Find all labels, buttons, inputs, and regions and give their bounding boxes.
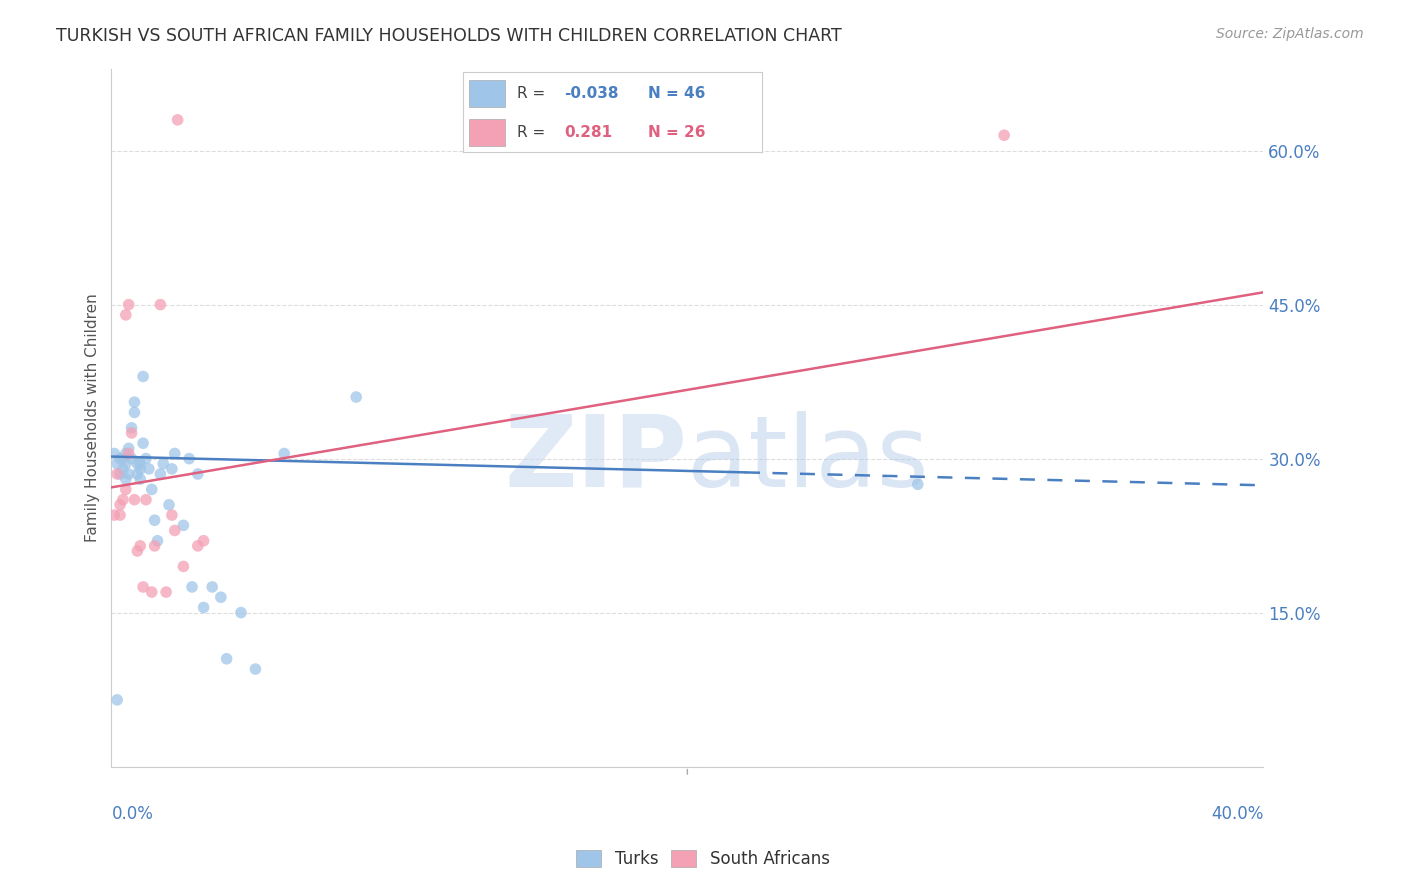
Point: [163, 524, 186, 538]
Point: [209, 591, 232, 605]
Point: [114, 483, 136, 497]
Point: [124, 395, 146, 409]
Point: [160, 462, 183, 476]
Point: [907, 477, 929, 491]
Point: [993, 128, 1015, 143]
Point: [127, 544, 149, 558]
Point: [114, 472, 136, 486]
Point: [187, 539, 209, 553]
Point: [215, 652, 238, 666]
Point: [108, 508, 131, 522]
Point: [187, 467, 209, 481]
Point: [245, 662, 267, 676]
Point: [111, 492, 134, 507]
Point: [127, 457, 149, 471]
Point: [166, 112, 188, 127]
Point: [138, 462, 160, 476]
Point: [127, 467, 149, 481]
Point: [193, 533, 215, 548]
Point: [108, 498, 131, 512]
Point: [121, 425, 143, 440]
Point: [111, 462, 134, 476]
Point: [129, 472, 152, 486]
Point: [129, 539, 152, 553]
Legend: Turks, South Africans: Turks, South Africans: [569, 843, 837, 875]
Point: [193, 600, 215, 615]
Point: [124, 405, 146, 419]
Point: [114, 308, 136, 322]
Point: [132, 580, 155, 594]
Point: [135, 451, 157, 466]
Point: [114, 446, 136, 460]
Point: [135, 492, 157, 507]
Point: [121, 421, 143, 435]
Y-axis label: Family Households with Children: Family Households with Children: [86, 293, 100, 542]
Point: [105, 467, 128, 481]
Point: [155, 585, 177, 599]
Point: [103, 508, 125, 522]
Point: [105, 457, 128, 471]
Point: [172, 518, 194, 533]
Point: [273, 446, 295, 460]
Point: [149, 298, 172, 312]
Text: Source: ZipAtlas.com: Source: ZipAtlas.com: [1216, 27, 1364, 41]
Point: [146, 533, 169, 548]
Point: [143, 539, 166, 553]
Point: [181, 580, 204, 594]
Text: 0.0%: 0.0%: [111, 805, 153, 823]
Point: [105, 693, 128, 707]
Point: [129, 462, 152, 476]
Point: [118, 298, 141, 312]
Point: [344, 390, 367, 404]
Text: TURKISH VS SOUTH AFRICAN FAMILY HOUSEHOLDS WITH CHILDREN CORRELATION CHART: TURKISH VS SOUTH AFRICAN FAMILY HOUSEHOL…: [56, 27, 842, 45]
Point: [103, 446, 125, 460]
Point: [108, 451, 131, 466]
Point: [132, 436, 155, 450]
Point: [143, 513, 166, 527]
Point: [118, 446, 141, 460]
Point: [163, 446, 186, 460]
Text: atlas: atlas: [688, 411, 929, 508]
Point: [229, 606, 252, 620]
Point: [118, 442, 141, 456]
Point: [129, 457, 152, 471]
Text: ZIP: ZIP: [505, 411, 688, 508]
Point: [172, 559, 194, 574]
Point: [157, 498, 180, 512]
Point: [111, 451, 134, 466]
Point: [141, 585, 163, 599]
Point: [179, 451, 201, 466]
Point: [121, 451, 143, 466]
Point: [108, 467, 131, 481]
Point: [149, 467, 172, 481]
Point: [152, 457, 174, 471]
Point: [132, 369, 155, 384]
Point: [118, 467, 141, 481]
Point: [160, 508, 183, 522]
Text: 40.0%: 40.0%: [1211, 805, 1264, 823]
Point: [114, 457, 136, 471]
Point: [124, 492, 146, 507]
Point: [141, 483, 163, 497]
Point: [201, 580, 224, 594]
